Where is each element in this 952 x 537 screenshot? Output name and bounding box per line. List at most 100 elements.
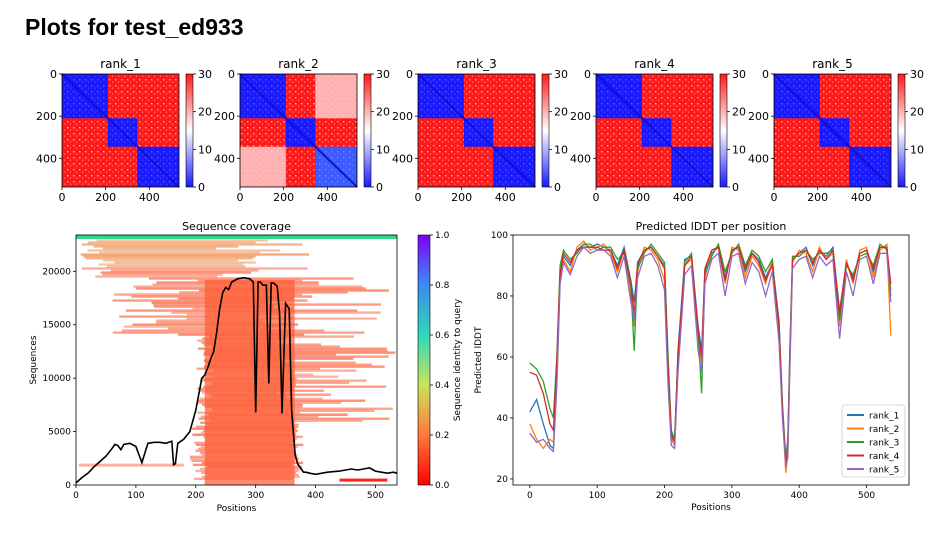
pae-xtick-label: 200 (95, 191, 116, 204)
pae-colorbar-label: 30 (732, 68, 746, 81)
pae-ytick-label: 0 (406, 68, 413, 81)
pae-colorbar-label: 0 (554, 181, 561, 194)
coverage-xtick-label: 500 (367, 491, 384, 501)
pae-xtick-label: 0 (415, 191, 422, 204)
pae-ytick-label: 200 (748, 110, 769, 123)
coverage-ytick-label: 15000 (42, 321, 71, 331)
plddt-legend-label: rank_3 (869, 439, 899, 449)
pae-frame (773, 73, 892, 188)
coverage-alignment-band (80, 253, 309, 256)
coverage-colorbar-title: Sequence identity to query (453, 298, 463, 421)
pae-xtick-label: 200 (807, 191, 828, 204)
coverage-alignment-band (148, 277, 354, 280)
pae-offdiag-light (240, 146, 286, 187)
coverage-xtick-label: 100 (127, 491, 144, 501)
pae-ytick-label: 200 (392, 110, 413, 123)
coverage-alignment-band (93, 245, 239, 248)
pae-diagonal (417, 73, 536, 188)
plddt-xtick-label: 200 (656, 491, 673, 501)
coverage-query-row (76, 235, 397, 239)
plddt-legend: rank_1 rank_2 rank_3 rank_4 rank_5 (841, 404, 906, 478)
coverage-alignment-band (204, 351, 396, 354)
coverage-alignment-band (99, 251, 261, 254)
pae-title: rank_4 (634, 57, 674, 71)
coverage-alignment-band (114, 261, 256, 264)
coverage-alignment-band (83, 255, 256, 258)
coverage-alignment-band (85, 257, 253, 260)
coverage-title: Sequence coverage (182, 220, 291, 233)
pae-xtick-label: 200 (629, 191, 650, 204)
pae-colorbar-label: 0 (910, 181, 917, 194)
pae-ytick-label: 400 (214, 152, 235, 165)
coverage-alignment-band (100, 271, 252, 274)
plddt-legend-label: rank_4 (869, 452, 900, 462)
pae-xtick-label: 0 (237, 191, 244, 204)
pae-colorbar-label: 0 (732, 181, 739, 194)
plddt-xtick-label: 300 (723, 491, 740, 501)
pae-colorbar-label: 20 (732, 106, 746, 119)
coverage-line (75, 276, 398, 484)
plddt-legend-label: rank_5 (869, 466, 899, 476)
pae-colorbar-label: 10 (554, 143, 568, 156)
pae-colorbar-label: 20 (198, 106, 212, 119)
plddt-xlabel: Positions (691, 503, 731, 513)
pae-panel-5: rank_5 0 200 400 0 200 400 0 10 20 30 (748, 57, 924, 204)
pae-xtick-label: 0 (593, 191, 600, 204)
coverage-xtick-label: 0 (73, 491, 79, 501)
plddt-xtick-label: 0 (527, 491, 533, 501)
pae-diagonal (61, 73, 180, 188)
coverage-alignment-band (106, 265, 246, 268)
pae-title: rank_2 (278, 57, 318, 71)
pae-colorbar-label: 20 (554, 106, 568, 119)
pae-colorbar-label: 10 (910, 143, 924, 156)
coverage-alignment-band (209, 355, 389, 358)
plddt-xtick-label: 400 (791, 491, 808, 501)
pae-ytick-label: 0 (762, 68, 769, 81)
pae-offdiag-light (315, 74, 357, 119)
plddt-ytick-label: 20 (497, 475, 509, 485)
coverage-ytick-label: 0 (65, 481, 71, 491)
pae-colorbar-label: 30 (910, 68, 924, 81)
coverage-alignment-band (96, 239, 269, 242)
pae-frame (595, 73, 714, 188)
pae-diagonal (773, 73, 892, 188)
coverage-colorbar (417, 234, 431, 486)
plddt-series (529, 240, 892, 473)
coverage-alignment-band (110, 269, 259, 272)
pae-ytick-label: 200 (36, 110, 57, 123)
pae-colorbar (897, 73, 906, 188)
plddt-ytick-label: 100 (491, 231, 508, 241)
pae-colorbar-label: 0 (198, 181, 205, 194)
pae-frame (239, 73, 358, 188)
coverage-alignment-band (124, 325, 280, 328)
coverage-xtick-label: 300 (247, 491, 264, 501)
pae-frame (417, 73, 536, 188)
pae-xtick-label: 0 (771, 191, 778, 204)
pae-colorbar-label: 20 (376, 106, 390, 119)
coverage-colorbar-label: 0.4 (435, 381, 450, 391)
pae-colorbar-label: 10 (732, 143, 746, 156)
pae-colorbar-label: 20 (910, 106, 924, 119)
pae-colorbar (185, 73, 194, 188)
pae-colorbar (541, 73, 550, 188)
pae-diagonal (239, 73, 358, 188)
pae-ytick-label: 400 (36, 152, 57, 165)
plddt-xtick-label: 100 (589, 491, 606, 501)
pae-colorbar-label: 30 (198, 68, 212, 81)
pae-title: rank_3 (456, 57, 496, 71)
coverage-alignment-band (103, 259, 239, 262)
pae-ytick-label: 400 (570, 152, 591, 165)
pae-xtick-label: 400 (673, 191, 694, 204)
coverage-alignment-band (204, 349, 388, 352)
coverage-alignment-band (87, 249, 281, 252)
coverage-alignment-band (339, 478, 388, 482)
coverage-alignments (76, 235, 397, 485)
pae-xtick-label: 400 (139, 191, 160, 204)
pae-colorbar-label: 0 (376, 181, 383, 194)
pae-ytick-label: 0 (50, 68, 57, 81)
coverage-alignment-band (119, 315, 259, 318)
plddt-xtick-label: 500 (858, 491, 875, 501)
coverage-ylabel: Sequences (29, 335, 39, 384)
pae-xtick-label: 200 (273, 191, 294, 204)
